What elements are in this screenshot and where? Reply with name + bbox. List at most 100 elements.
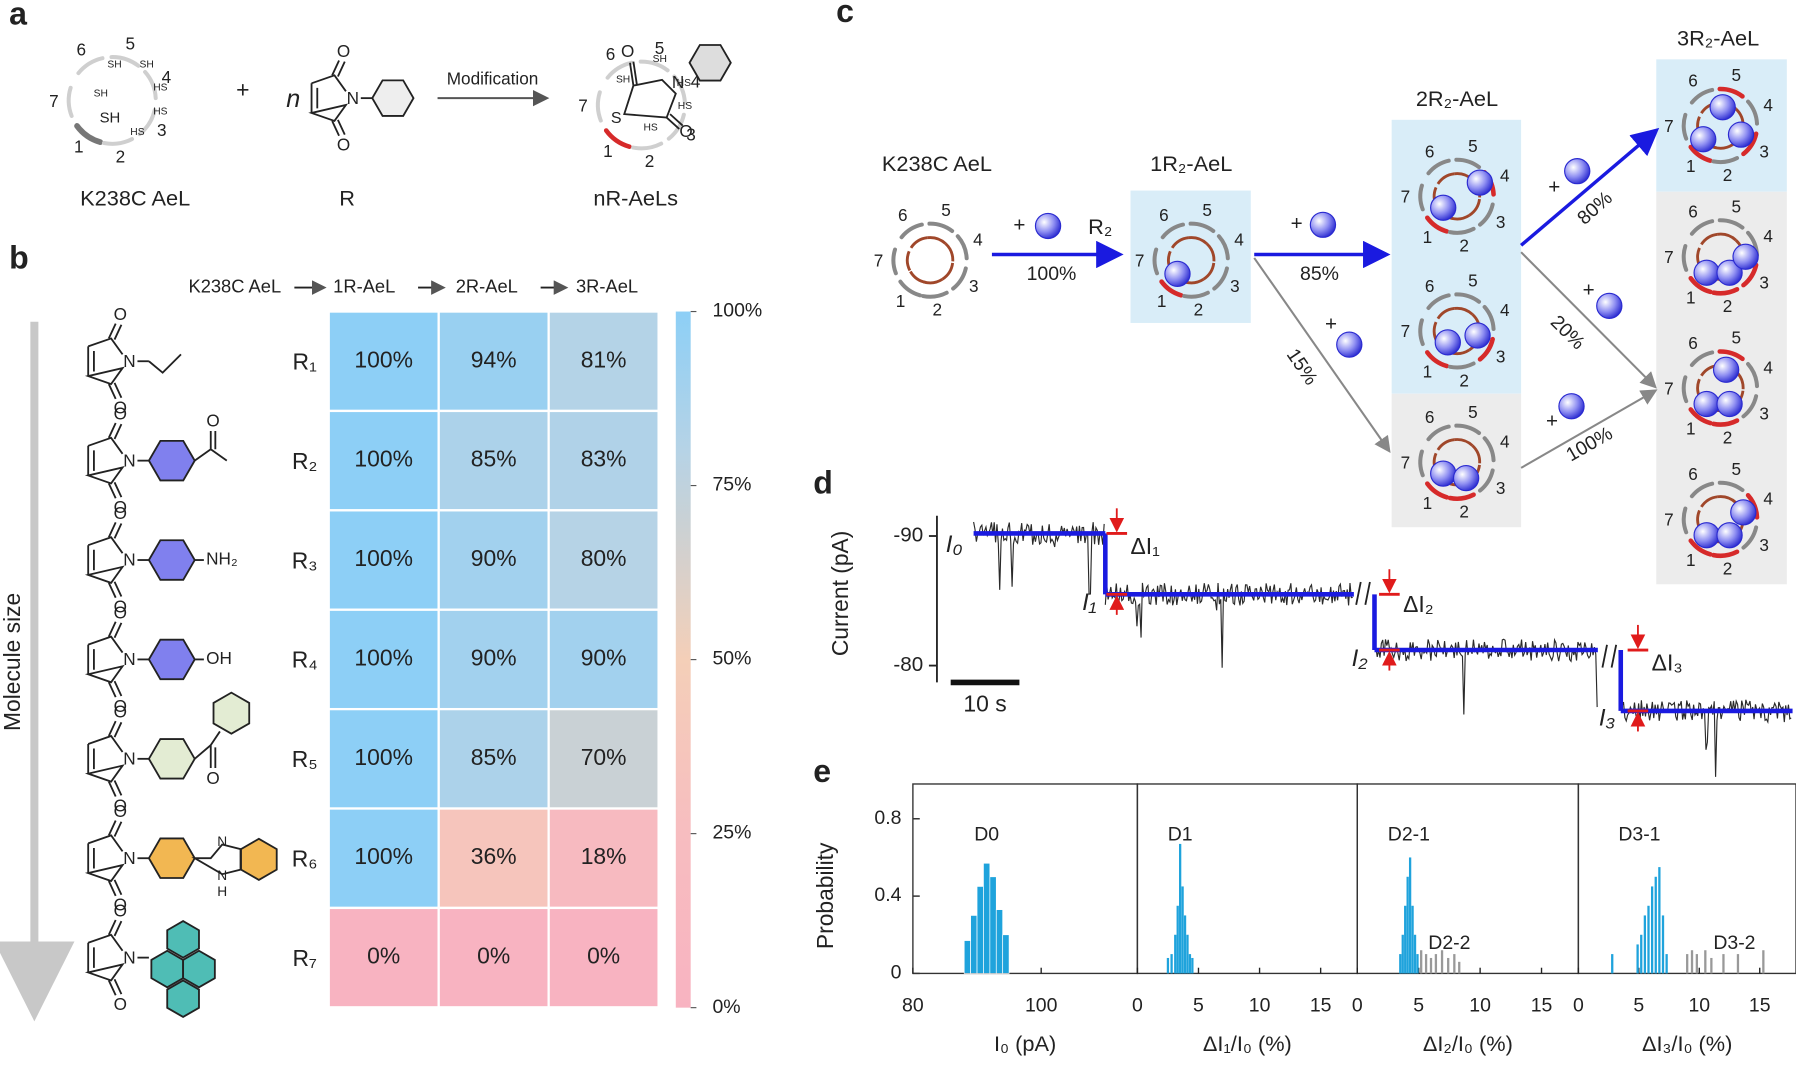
atom: O xyxy=(114,895,127,915)
site-number: 3 xyxy=(157,120,167,140)
site-number: 1 xyxy=(74,137,84,157)
site-number: 7 xyxy=(1664,378,1674,398)
site-mark xyxy=(1700,232,1718,246)
atom: O xyxy=(114,497,127,517)
ring-segment xyxy=(1681,244,1689,272)
ring-segment xyxy=(638,59,670,73)
heatmap-cell xyxy=(547,906,660,1009)
ring-segment xyxy=(1447,361,1476,370)
atom: N xyxy=(123,649,135,669)
atom: N xyxy=(123,749,135,769)
ring-segment xyxy=(1711,156,1740,164)
heatmap-cell xyxy=(437,310,550,413)
histogram-bar xyxy=(1690,950,1694,974)
ring-segment xyxy=(1216,234,1230,261)
histogram-bar xyxy=(1411,905,1414,974)
heatmap-cell xyxy=(327,608,440,711)
site-mark xyxy=(1454,438,1474,447)
transition-label: 20% xyxy=(1546,311,1589,354)
site-mark xyxy=(1700,495,1718,508)
bond xyxy=(87,445,95,476)
site-number: 6 xyxy=(1688,333,1698,353)
plus: + xyxy=(1583,278,1595,301)
ring-segment xyxy=(898,279,922,298)
heatmap-cell xyxy=(547,310,660,413)
bond xyxy=(331,60,346,137)
ring-segment xyxy=(1160,222,1185,240)
atom: O xyxy=(679,121,692,141)
site-mark xyxy=(909,236,928,249)
atom: S xyxy=(611,110,622,127)
site-number: 2 xyxy=(645,151,655,171)
axis-label: ΔI₃/I₀ (%) xyxy=(1642,1031,1732,1056)
ring-structure xyxy=(147,439,196,482)
atom: NH₂ xyxy=(206,549,237,569)
row-label: R₇ xyxy=(292,945,317,971)
histogram-bar xyxy=(1404,905,1407,974)
site-number: 1 xyxy=(1423,362,1433,382)
site-number: 1 xyxy=(1423,227,1433,247)
plus: + xyxy=(236,76,249,102)
sphere xyxy=(1690,126,1717,153)
axis-break xyxy=(1355,581,1371,606)
heatmap-cell xyxy=(327,707,440,810)
row-label: R₅ xyxy=(292,746,318,772)
bond xyxy=(87,346,95,377)
site-number: 3 xyxy=(1759,535,1769,555)
site-number: 3 xyxy=(1759,404,1769,424)
ring-structure xyxy=(147,738,196,780)
histogram-bar xyxy=(1710,957,1713,974)
ring-segment xyxy=(143,69,158,101)
site-number: 4 xyxy=(1500,300,1510,320)
ring-segment xyxy=(921,290,949,299)
thiol: SH xyxy=(100,111,121,127)
ring-segment xyxy=(1426,293,1451,310)
level-label: I₂ xyxy=(1352,645,1368,672)
level-label: I₃ xyxy=(1599,704,1615,731)
plot-frame xyxy=(912,783,1139,975)
histogram-bar xyxy=(989,876,997,974)
site-number: 1 xyxy=(1686,550,1696,570)
ring-segment xyxy=(1418,183,1425,212)
sphere xyxy=(1596,292,1623,319)
ring-segment xyxy=(1425,215,1450,234)
histogram-bar xyxy=(1658,867,1661,974)
colorbar-label: 25% xyxy=(712,822,751,844)
site-number: 1 xyxy=(603,141,613,161)
site-number: 4 xyxy=(162,67,172,87)
site-number: 7 xyxy=(874,251,884,271)
thiol: SH xyxy=(94,88,108,99)
ring-segment xyxy=(595,90,603,123)
ring-structure xyxy=(371,79,415,117)
x-tick-label: 15 xyxy=(1531,995,1553,1017)
site-number: 4 xyxy=(1763,95,1773,115)
panel-label: e xyxy=(813,753,831,789)
sphere xyxy=(1716,390,1743,418)
histogram-bar xyxy=(1416,954,1419,974)
row-label: R₄ xyxy=(292,647,318,673)
ring-segment xyxy=(1454,157,1482,170)
ring-structure xyxy=(212,691,251,735)
atom: O xyxy=(621,41,634,61)
bond xyxy=(87,942,95,973)
ring-structure xyxy=(166,979,200,1019)
ring-segment xyxy=(899,222,924,240)
site-mark xyxy=(1202,262,1216,281)
thiol: SH xyxy=(616,75,630,86)
site-number: 4 xyxy=(1234,230,1244,250)
transition-label: 85% xyxy=(1300,263,1339,285)
sphere xyxy=(1430,194,1457,221)
heatmap-cell xyxy=(547,608,660,711)
site-number: 6 xyxy=(1425,141,1435,161)
colorbar-label: 100% xyxy=(712,300,762,322)
histogram-bar xyxy=(1636,944,1639,974)
heatmap-cell xyxy=(547,409,660,512)
heatmap-cell xyxy=(437,608,550,711)
histogram-bar xyxy=(983,862,991,974)
site-number: 1 xyxy=(1686,419,1696,439)
ring-segment xyxy=(101,137,135,146)
site-number: 3 xyxy=(1496,212,1506,232)
atom: O xyxy=(337,135,350,155)
series-label: D3-1 xyxy=(1618,823,1660,845)
ring-segment xyxy=(1688,275,1713,295)
